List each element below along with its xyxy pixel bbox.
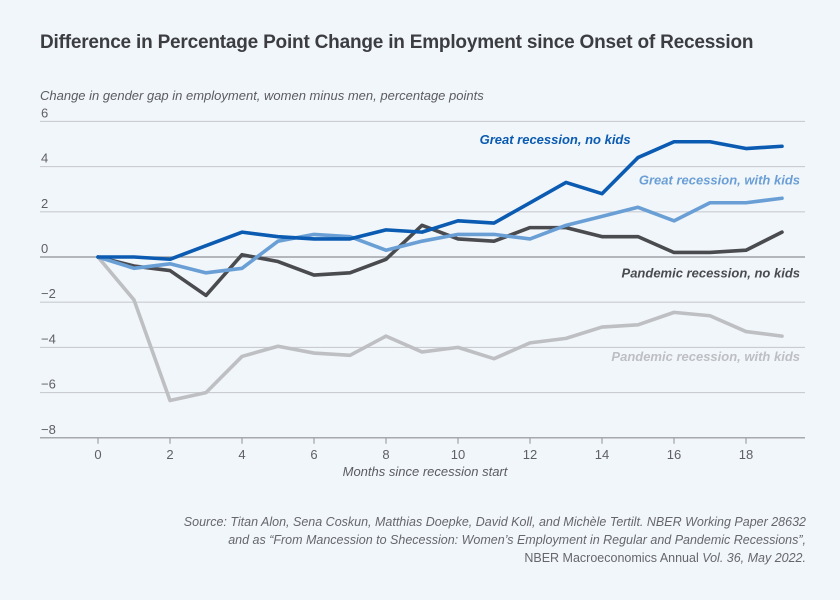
y-tick-label: −4 — [41, 331, 56, 346]
source-line-3: NBER Macroeconomics Annual Vol. 36, May … — [184, 549, 806, 567]
y-tick-label: 2 — [41, 196, 48, 211]
source-volume: Vol. 36, May 2022. — [702, 551, 806, 565]
series-line-great-recession-with-kids — [96, 196, 784, 275]
y-tick-label: −8 — [41, 422, 56, 437]
x-tick-label: 18 — [739, 447, 753, 462]
y-tick-label: 4 — [41, 151, 48, 166]
y-axis-ticks: 6 4 2 0 −2 −4 −6 −8 — [41, 105, 56, 436]
x-tick-label: 2 — [166, 447, 173, 462]
series-label-pandemic-recession-with-kids: Pandemic recession, with kids — [611, 349, 800, 364]
x-tick-label: 16 — [667, 447, 681, 462]
y-axis-label: Change in gender gap in employment, wome… — [40, 88, 484, 103]
x-tick-label: 10 — [451, 447, 465, 462]
series-line-pandemic-recession-with-kids — [96, 255, 784, 403]
series-lines — [96, 139, 784, 403]
y-tick-label: −2 — [41, 286, 56, 301]
chart-title: Difference in Percentage Point Change in… — [40, 32, 754, 53]
x-tick-label: 6 — [310, 447, 317, 462]
x-tick-label: 12 — [523, 447, 537, 462]
series-label-great-recession-no-kids: Great recession, no kids — [480, 132, 631, 147]
y-tick-label: 6 — [41, 105, 48, 120]
source-note: Source: Titan Alon, Sena Coskun, Matthia… — [184, 513, 806, 567]
gridlines — [40, 120, 805, 439]
source-line-2: and as “From Mancession to Shecession: W… — [228, 533, 806, 547]
series-line-pandemic-recession-no-kids — [96, 223, 784, 298]
x-tick-label: 0 — [94, 447, 101, 462]
x-tick-label: 14 — [595, 447, 609, 462]
source-journal: NBER Macroeconomics Annual — [524, 551, 703, 565]
series-line-great-recession-no-kids — [96, 139, 784, 262]
x-tick-label: 8 — [382, 447, 389, 462]
y-tick-label: 0 — [41, 241, 48, 256]
series-label-great-recession-with-kids: Great recession, with kids — [639, 173, 800, 188]
source-line-1: Source: Titan Alon, Sena Coskun, Matthia… — [183, 515, 806, 529]
x-tick-label: 4 — [238, 447, 245, 462]
series-label-pandemic-recession-no-kids: Pandemic recession, no kids — [622, 265, 800, 280]
x-axis-label: Months since recession start — [343, 464, 509, 479]
x-axis: 0 2 4 6 8 10 12 14 16 18 — [94, 437, 753, 462]
series-labels: Great recession, no kids Great recession,… — [480, 132, 800, 364]
y-tick-label: −6 — [41, 377, 56, 392]
